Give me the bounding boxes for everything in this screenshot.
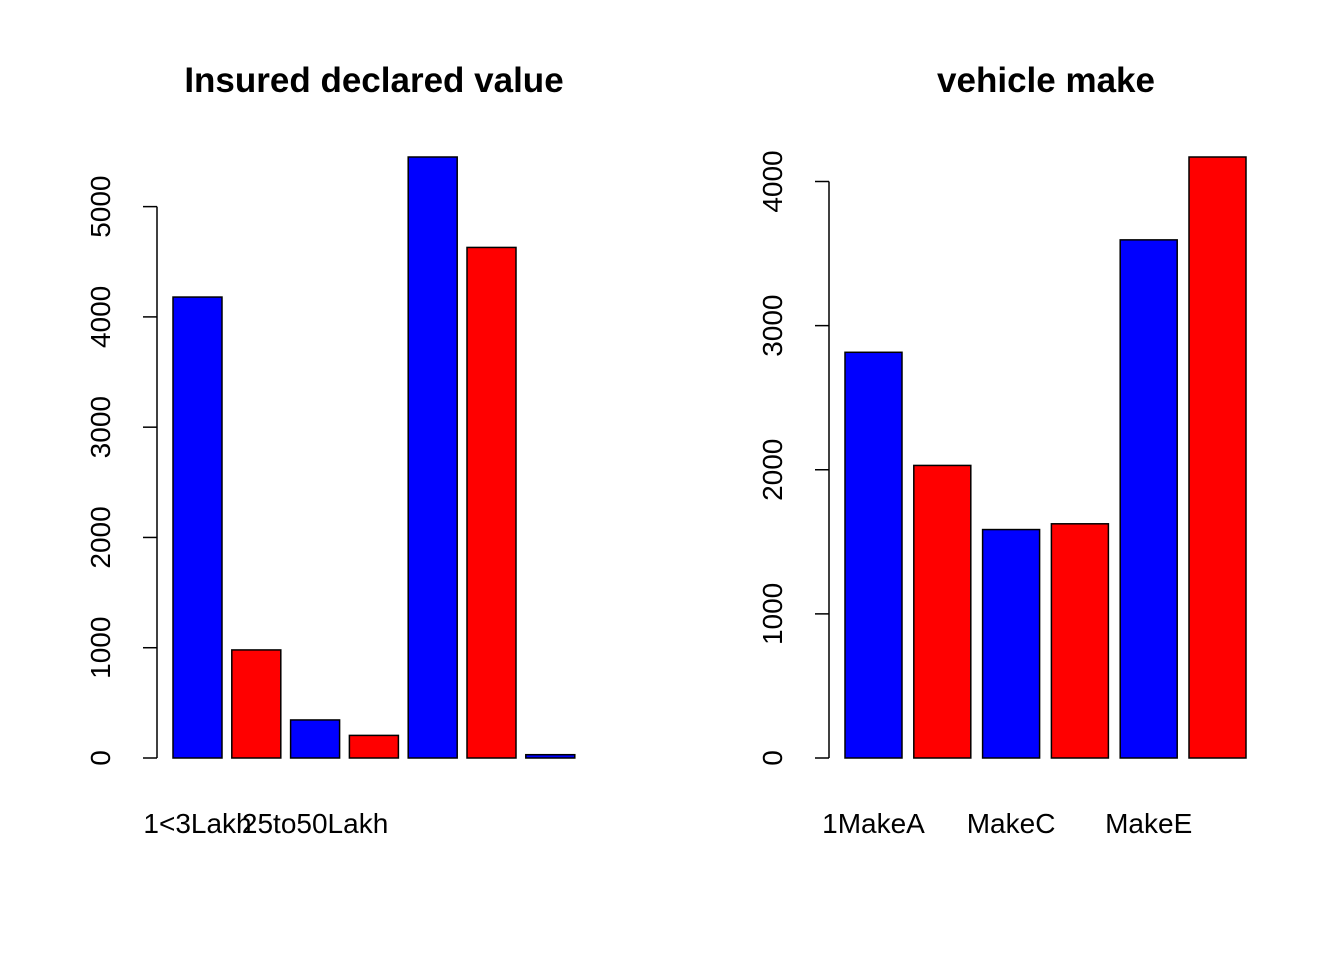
y-tick-label: 0 [757,750,788,766]
y-tick-label: 3000 [85,396,116,458]
y-axis: 0 1000 2000 3000 4000 [757,150,830,766]
y-tick-label: 0 [85,750,116,766]
y-tick-label: 3000 [757,294,788,356]
y-tick-label: 1000 [757,583,788,645]
bar-group [172,156,576,759]
panel-insured-declared-value: Insured declared value 0 1000 2000 3000 4000… [85,61,576,839]
bar [913,464,972,759]
panel-vehicle-make: vehicle make 0 1000 2000 3000 4000 1MakeA Mak… [757,61,1247,839]
chart-title: vehicle make [937,61,1155,100]
x-tick-label: MakeC [967,808,1056,839]
x-tick-label: 25to50Lakh [242,808,388,839]
bar [844,351,903,759]
bar [231,649,282,759]
x-tick-label: 1MakeA [822,808,925,839]
bar [525,753,576,759]
y-tick-label: 4000 [85,286,116,348]
bar [981,528,1041,759]
bar [407,156,458,759]
bar-group [844,156,1247,759]
bar [1188,156,1247,759]
y-tick-label: 2000 [85,506,116,568]
y-axis: 0 1000 2000 3000 4000 5000 [85,175,158,766]
bar [289,719,341,759]
y-tick-label: 5000 [85,175,116,237]
y-tick-label: 1000 [85,617,116,679]
x-tick-label: MakeE [1105,808,1192,839]
bar [1119,239,1178,759]
bar [1050,523,1110,759]
y-tick-label: 4000 [757,150,788,212]
chart-title: Insured declared value [184,61,563,100]
bar [172,296,223,759]
x-tick-label: 1<3Lakh [143,808,251,839]
bar [348,734,400,759]
y-tick-label: 2000 [757,439,788,501]
x-axis-labels: 1MakeA MakeC MakeE [822,808,1192,839]
bar [466,246,517,759]
